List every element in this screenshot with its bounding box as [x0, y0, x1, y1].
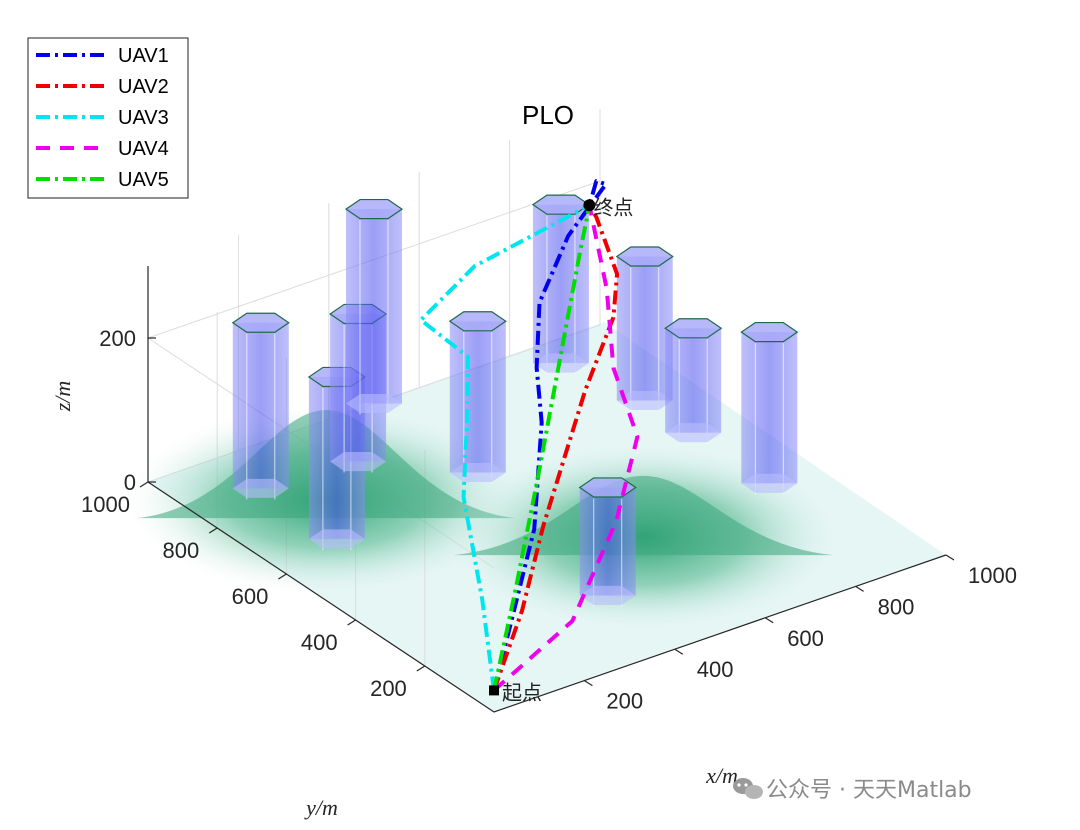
chart-title: PLO	[522, 100, 574, 130]
obstacle-column	[231, 312, 290, 500]
obstacle-column	[344, 198, 404, 415]
start-label: 起点	[502, 680, 542, 704]
y-tick-label: 1000	[81, 492, 130, 517]
y-tick	[416, 665, 426, 672]
z-tick-label: 200	[99, 326, 136, 351]
column-base	[330, 452, 387, 472]
column-top	[448, 311, 507, 332]
obstacle-column	[664, 318, 723, 444]
trajectory-uav4	[492, 204, 640, 692]
trajectory-uav2	[492, 204, 620, 692]
obstacle-column	[578, 477, 637, 607]
trajectory-uav1	[492, 179, 608, 691]
column-top	[664, 318, 723, 339]
column-base	[616, 390, 673, 411]
column-top	[615, 246, 674, 267]
column-body	[741, 332, 798, 484]
end-label: 终点	[593, 195, 633, 219]
axis-baseline	[147, 481, 947, 713]
column-body	[579, 487, 636, 596]
x-tick	[674, 648, 684, 655]
terrain-ridge	[453, 475, 834, 556]
watermark-text: 公众号 · 天天Matlab	[766, 778, 972, 803]
y-tick	[139, 481, 149, 488]
legend-label-uav1: UAV1	[118, 45, 169, 67]
column-base	[665, 423, 722, 443]
legend: UAV1 UAV2 UAV3 UAV4 UAV5	[27, 37, 189, 199]
y-tick	[208, 527, 218, 534]
column-body	[449, 321, 506, 473]
x-axis-label: x/m	[705, 763, 738, 788]
x-tick-label: 200	[606, 689, 643, 714]
obstacle-columns	[231, 194, 799, 607]
x-tick	[945, 554, 955, 561]
column-base	[741, 473, 798, 493]
column-base	[579, 585, 636, 605]
start-marker: 起点	[489, 680, 542, 704]
column-base	[346, 393, 402, 414]
uav-trajectories	[418, 179, 640, 692]
column-body	[532, 204, 589, 364]
trajectory-uav3	[418, 203, 591, 691]
end-marker: 终点	[583, 195, 633, 219]
legend-label-uav2: UAV2	[118, 76, 169, 98]
x-tick-label: 600	[787, 626, 824, 651]
legend-label-uav3: UAV3	[118, 107, 169, 129]
y-tick-label: 600	[232, 584, 269, 609]
y-tick	[278, 573, 287, 580]
obstacle-column	[740, 321, 799, 495]
legend-box	[27, 37, 189, 199]
x-tick	[764, 617, 774, 624]
x-tick-label: 1000	[968, 563, 1017, 588]
obstacle-column	[448, 311, 507, 484]
z-tick-label: 0	[124, 470, 136, 495]
trajectory-uav5	[492, 204, 592, 691]
y-tick-label: 200	[370, 676, 407, 701]
column-base	[232, 478, 289, 498]
start-point	[489, 685, 499, 696]
column-body	[616, 256, 673, 401]
z-axis-label: z/m	[50, 381, 75, 413]
column-top	[231, 312, 290, 333]
column-top	[531, 194, 591, 215]
x-tick	[855, 585, 864, 592]
column-body	[665, 328, 722, 433]
obstacle-column	[615, 246, 674, 412]
column-body	[232, 322, 289, 489]
y-tick-label: 400	[301, 630, 338, 655]
watermark: 公众号 · 天天Matlab	[733, 778, 972, 803]
legend-label-uav4: UAV4	[118, 138, 169, 160]
x-tick-label: 400	[697, 657, 734, 682]
column-top	[344, 198, 404, 220]
y-tick	[347, 619, 356, 626]
wechat-icon	[733, 778, 763, 799]
column-base	[308, 529, 365, 549]
x-tick	[584, 680, 593, 687]
x-tick-label: 800	[878, 594, 915, 619]
column-top	[740, 321, 799, 343]
column-body	[346, 209, 402, 404]
y-tick-label: 800	[162, 538, 199, 563]
end-point	[583, 199, 596, 212]
y-axis-label: y/m	[304, 795, 338, 820]
legend-label-uav5: UAV5	[118, 169, 169, 191]
